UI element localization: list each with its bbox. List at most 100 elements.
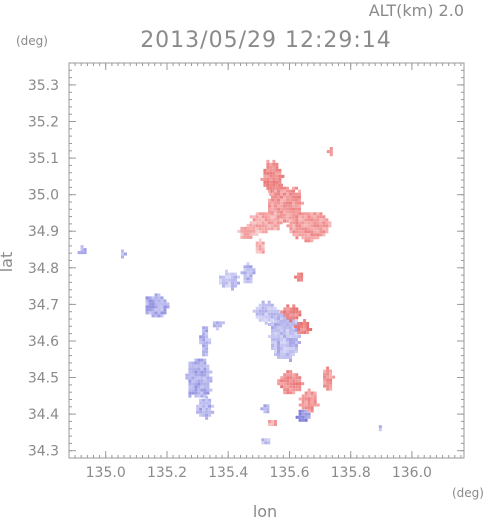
echo-cell xyxy=(280,210,283,214)
y-tick-label: 34.8 xyxy=(28,261,59,277)
echo-cell xyxy=(283,332,286,335)
echo-cell xyxy=(252,218,256,222)
echo-cell xyxy=(292,373,296,377)
echo-cell xyxy=(275,177,279,181)
echo-cell xyxy=(225,281,228,285)
echo-region-27 xyxy=(260,404,270,414)
echo-cell xyxy=(80,251,84,255)
echo-cell xyxy=(271,347,274,350)
echo-cell xyxy=(277,338,280,341)
echo-cell xyxy=(310,391,314,395)
echo-cell xyxy=(272,159,276,163)
echo-cell xyxy=(286,310,290,314)
echo-cell xyxy=(307,227,311,231)
echo-cell xyxy=(283,335,286,338)
echo-cell xyxy=(303,331,307,334)
echo-cell xyxy=(295,382,299,386)
echo-cell xyxy=(249,232,253,236)
echo-cell xyxy=(225,272,228,276)
echo-cell xyxy=(267,212,271,216)
echo-cell xyxy=(199,401,203,405)
echo-cell xyxy=(225,275,228,279)
echo-cell xyxy=(269,186,273,190)
echo-cell xyxy=(303,319,307,322)
echo-cell xyxy=(292,230,296,234)
echo-cell xyxy=(310,212,314,216)
echo-cell xyxy=(310,215,314,219)
echo-cell xyxy=(200,358,204,362)
echo-cell xyxy=(268,189,271,193)
echo-cell xyxy=(266,183,270,187)
echo-cell xyxy=(255,312,259,316)
echo-cell xyxy=(264,306,268,310)
echo-cell xyxy=(289,335,292,338)
echo-cell xyxy=(264,215,268,219)
echo-cell xyxy=(270,227,274,231)
echo-cell xyxy=(295,221,299,225)
echo-cell xyxy=(191,391,195,395)
echo-cell xyxy=(273,224,277,228)
echo-cell xyxy=(266,186,270,190)
echo-cell xyxy=(269,177,273,181)
echo-cell xyxy=(286,329,289,332)
echo-cell xyxy=(249,271,253,275)
echo-cell xyxy=(270,315,274,319)
echo-cell xyxy=(307,212,311,216)
echo-cell xyxy=(269,174,273,178)
echo-cell xyxy=(295,236,299,240)
echo-cell xyxy=(83,248,87,252)
echo-cell xyxy=(286,304,290,308)
echo-cell xyxy=(151,302,155,306)
echo-cell xyxy=(295,316,299,320)
echo-cell xyxy=(205,353,209,357)
echo-cell xyxy=(304,230,308,234)
echo-cell xyxy=(275,183,279,187)
echo-cell xyxy=(231,287,234,291)
echo-cell xyxy=(274,420,277,423)
echo-cell xyxy=(145,308,149,312)
echo-cell xyxy=(202,329,206,333)
echo-cell xyxy=(194,358,198,362)
x-tick-label: 135.4 xyxy=(208,465,248,481)
echo-cell xyxy=(197,376,201,380)
echo-cell xyxy=(280,332,283,335)
echo-cell xyxy=(313,233,317,237)
echo-cell xyxy=(203,358,207,362)
echo-cell xyxy=(310,230,314,234)
echo-cell xyxy=(258,227,262,231)
echo-cell xyxy=(185,373,189,377)
echo-cell xyxy=(240,271,244,275)
echo-cell xyxy=(322,224,326,228)
echo-cell xyxy=(278,177,282,181)
echo-cell xyxy=(280,347,283,350)
echo-cell xyxy=(263,174,267,178)
echo-cell xyxy=(261,250,265,254)
echo-cell xyxy=(191,370,195,374)
echo-cell xyxy=(255,227,259,231)
echo-cell xyxy=(243,274,247,278)
echo-cell xyxy=(197,370,201,374)
echo-region-28 xyxy=(268,420,277,426)
echo-cell xyxy=(280,376,284,380)
echo-cell xyxy=(292,335,295,338)
echo-cell xyxy=(243,280,247,284)
echo-cell xyxy=(197,367,201,371)
echo-cell xyxy=(264,218,268,222)
echo-cell xyxy=(274,353,277,356)
echo-cell xyxy=(271,192,274,196)
echo-cell xyxy=(218,321,222,325)
echo-cell xyxy=(260,177,264,181)
echo-cell xyxy=(275,180,279,184)
echo-cell xyxy=(270,306,274,310)
echo-cell xyxy=(286,385,290,389)
echo-cell xyxy=(325,218,329,222)
echo-cell xyxy=(289,341,292,344)
echo-cell xyxy=(286,201,289,205)
echo-cell xyxy=(200,382,204,386)
echo-cell xyxy=(246,223,250,227)
echo-cell xyxy=(272,189,276,193)
echo-cell xyxy=(309,328,313,331)
y-tick-label: 34.4 xyxy=(28,407,59,423)
echo-cell xyxy=(261,227,265,231)
echo-cell xyxy=(203,394,207,398)
